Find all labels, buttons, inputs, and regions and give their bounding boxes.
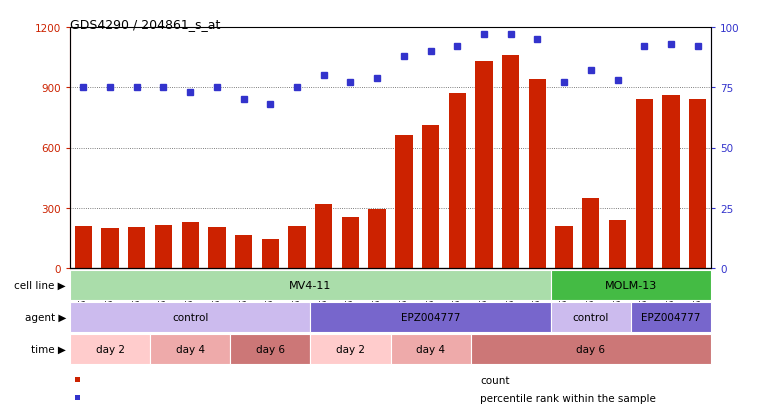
Bar xyxy=(476,62,492,268)
Bar xyxy=(368,209,386,268)
Bar xyxy=(262,239,279,268)
Text: day 2: day 2 xyxy=(336,344,365,354)
Text: percentile rank within the sample: percentile rank within the sample xyxy=(480,393,656,403)
Bar xyxy=(502,56,519,268)
Text: count: count xyxy=(480,375,509,385)
Text: EPZ004777: EPZ004777 xyxy=(642,312,701,322)
Bar xyxy=(315,204,333,268)
Text: agent ▶: agent ▶ xyxy=(24,312,66,322)
Bar xyxy=(342,217,359,268)
Bar xyxy=(662,96,680,268)
Text: day 4: day 4 xyxy=(176,344,205,354)
Bar xyxy=(422,126,439,268)
Bar xyxy=(529,80,546,268)
Bar xyxy=(209,227,225,268)
Bar xyxy=(556,226,573,268)
Text: GDS4290 / 204861_s_at: GDS4290 / 204861_s_at xyxy=(70,18,221,31)
Bar xyxy=(395,136,412,268)
Bar xyxy=(101,228,119,268)
Bar xyxy=(288,226,306,268)
Bar xyxy=(635,100,653,268)
Text: MV4-11: MV4-11 xyxy=(289,280,332,290)
Text: cell line ▶: cell line ▶ xyxy=(14,280,66,290)
Bar xyxy=(182,222,199,268)
Bar xyxy=(609,220,626,268)
Bar xyxy=(128,227,145,268)
Text: EPZ004777: EPZ004777 xyxy=(401,312,460,322)
Text: day 2: day 2 xyxy=(96,344,125,354)
Bar xyxy=(235,235,253,268)
Bar xyxy=(689,100,706,268)
Bar xyxy=(75,226,92,268)
Text: time ▶: time ▶ xyxy=(31,344,66,354)
Bar xyxy=(448,94,466,268)
Text: day 6: day 6 xyxy=(256,344,285,354)
Text: control: control xyxy=(172,312,209,322)
Bar xyxy=(154,225,172,268)
Text: MOLM-13: MOLM-13 xyxy=(605,280,657,290)
Text: day 6: day 6 xyxy=(576,344,605,354)
Bar xyxy=(582,198,600,268)
Text: day 4: day 4 xyxy=(416,344,445,354)
Text: control: control xyxy=(572,312,609,322)
